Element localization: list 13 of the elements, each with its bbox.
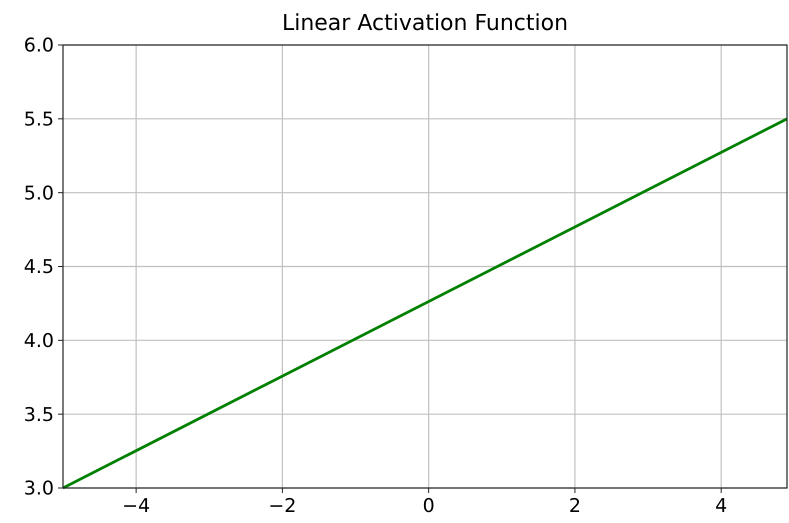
chart-title: Linear Activation Function [282, 11, 568, 36]
x-tick-label: −4 [122, 495, 150, 517]
x-tick-label: 2 [568, 495, 581, 517]
x-tick-label: 0 [422, 495, 435, 517]
y-tick-label: 4.0 [24, 330, 54, 352]
y-tick-label: 5.5 [24, 108, 54, 130]
x-tick-label: 4 [715, 495, 728, 517]
y-tick-label: 3.5 [24, 404, 54, 426]
y-tick-label: 3.0 [24, 478, 54, 500]
x-tick-label: −2 [268, 495, 296, 517]
y-tick-label: 4.5 [24, 256, 54, 278]
y-tick-label: 6.0 [24, 34, 54, 57]
y-tick-label: 5.0 [24, 182, 54, 204]
